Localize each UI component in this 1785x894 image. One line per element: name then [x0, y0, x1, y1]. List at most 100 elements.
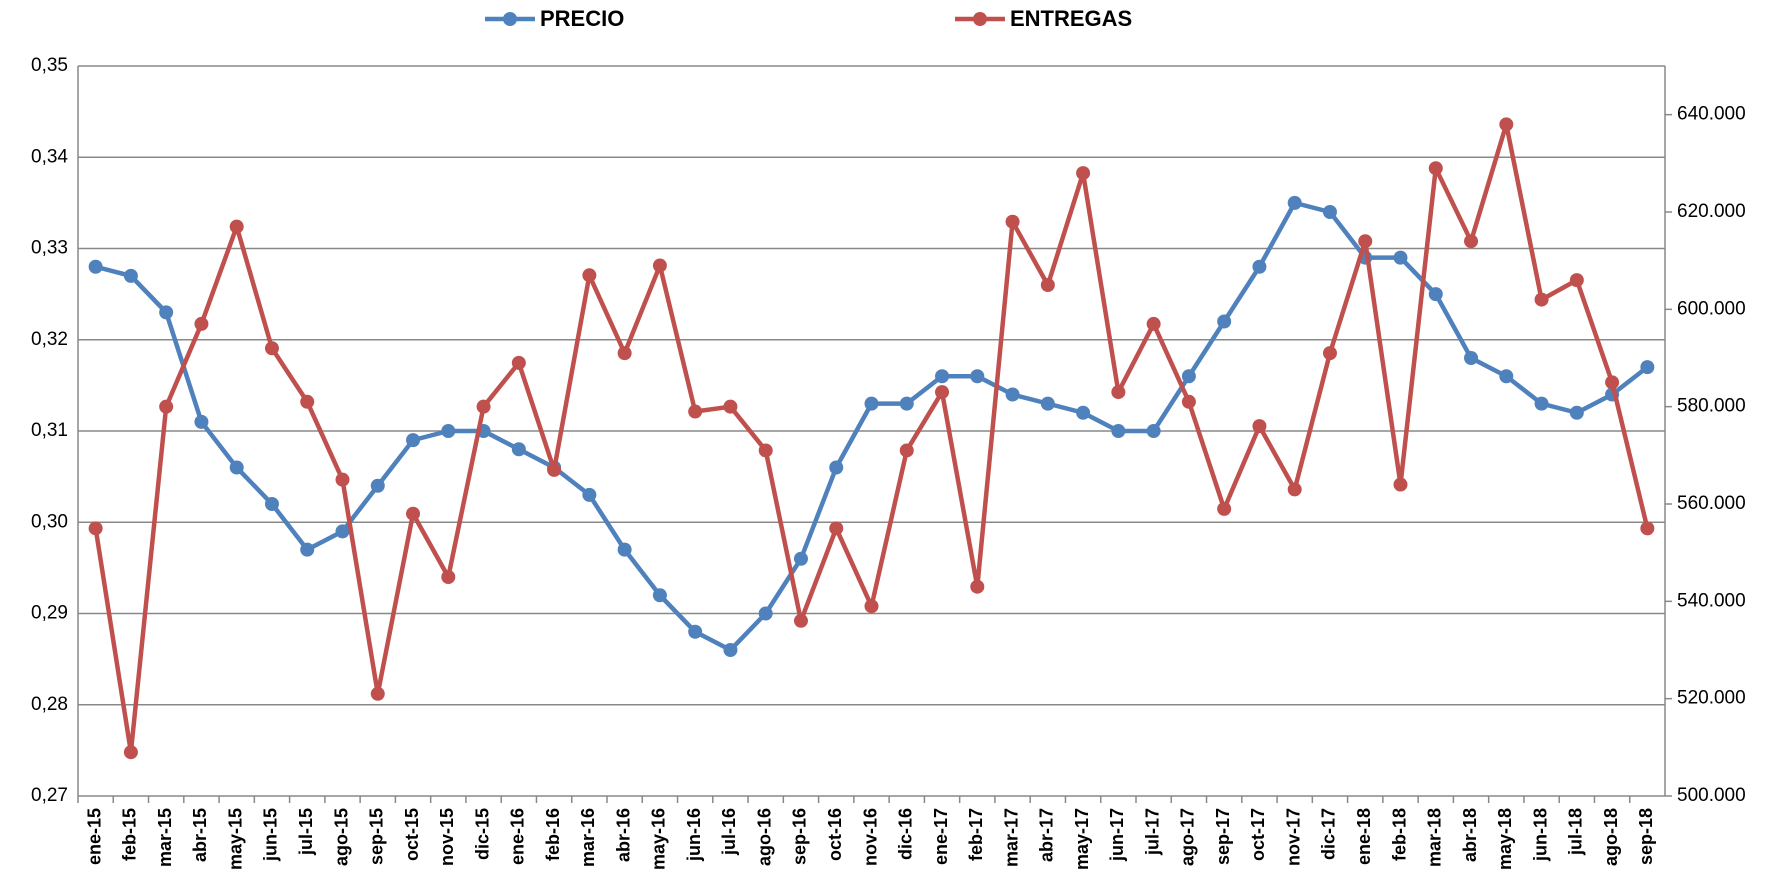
point: [1217, 501, 1232, 516]
point: [899, 443, 914, 458]
x-tick-label: dic-16: [896, 808, 916, 860]
x-tick-label: mar-17: [1001, 808, 1021, 867]
point: [1358, 234, 1373, 249]
point: [1040, 278, 1055, 292]
point: [1428, 161, 1443, 176]
point: [758, 443, 773, 458]
y2-tick-label: 580.000: [1677, 396, 1746, 417]
point: [1005, 214, 1020, 229]
x-tick-label: sep-16: [790, 808, 810, 865]
x-tick-label: ene-17: [931, 808, 951, 865]
point: [1040, 396, 1055, 411]
point: [441, 570, 456, 584]
point: [935, 369, 950, 384]
x-tick-label: jun-18: [1530, 808, 1550, 862]
x-tick-label: ene-16: [508, 808, 528, 865]
point: [688, 404, 703, 419]
point: [123, 268, 138, 283]
x-tick-label: ago-16: [754, 808, 774, 866]
point: [582, 268, 597, 283]
point: [511, 355, 526, 370]
x-tick-label: feb-18: [1389, 808, 1409, 861]
legend-label: PRECIO: [540, 6, 624, 31]
point: [758, 606, 773, 621]
point: [899, 396, 914, 411]
point: [1322, 346, 1337, 361]
point: [1111, 385, 1126, 400]
x-tick-label: jun-16: [684, 808, 704, 862]
point: [194, 316, 209, 331]
point: [1393, 250, 1408, 265]
y-tick-label: 0,28: [31, 694, 68, 715]
point: [829, 521, 844, 536]
point: [1499, 369, 1514, 384]
x-tick-label: abr-16: [613, 808, 633, 862]
x-tick-label: abr-15: [190, 808, 210, 862]
point: [123, 745, 138, 760]
x-tick-label: feb-17: [966, 808, 986, 861]
x-tick-label: nov-15: [437, 808, 457, 866]
y2-tick-label: 600.000: [1677, 298, 1746, 319]
point: [1217, 314, 1232, 329]
point: [1076, 405, 1091, 420]
point: [1076, 166, 1091, 181]
y-tick-label: 0,34: [31, 146, 68, 167]
x-tick-label: jul-17: [1142, 808, 1162, 856]
point: [1534, 396, 1549, 411]
legend-marker: [973, 12, 987, 26]
y-tick-label: 0,31: [31, 420, 68, 441]
point: [1464, 234, 1479, 249]
point: [159, 305, 174, 320]
point: [1605, 375, 1620, 390]
point: [1569, 405, 1584, 420]
x-tick-label: may-15: [225, 808, 245, 870]
x-tick-label: mar-18: [1425, 808, 1445, 867]
y-tick-label: 0,33: [31, 238, 68, 259]
point: [264, 341, 279, 356]
point: [1287, 482, 1302, 497]
point: [335, 524, 350, 539]
x-tick-label: sep-18: [1636, 808, 1656, 865]
x-tick-label: ene-18: [1354, 808, 1374, 865]
x-tick-label: jun-15: [261, 808, 281, 862]
x-tick-label: feb-16: [543, 808, 563, 861]
x-tick-label: ago-17: [1178, 808, 1198, 866]
point: [1640, 521, 1655, 536]
point: [1322, 205, 1337, 219]
x-tick-label: jun-17: [1107, 808, 1127, 862]
point: [864, 599, 879, 614]
point: [194, 414, 209, 429]
x-tick-label: may-18: [1495, 808, 1515, 870]
point: [617, 542, 632, 557]
point: [1393, 477, 1408, 492]
point: [511, 442, 526, 457]
point: [547, 462, 562, 477]
point: [617, 346, 632, 361]
y2-tick-label: 640.000: [1677, 104, 1746, 125]
x-tick-label: mar-16: [578, 808, 598, 867]
x-tick-label: nov-16: [860, 808, 880, 866]
x-tick-label: nov-17: [1283, 808, 1303, 866]
legend-label: ENTREGAS: [1010, 6, 1132, 31]
x-tick-label: ago-18: [1601, 808, 1621, 866]
y-tick-label: 0,29: [31, 603, 68, 624]
point: [582, 487, 597, 502]
y2-tick-label: 540.000: [1677, 590, 1746, 611]
y-tick-label: 0,32: [31, 329, 68, 350]
x-tick-label: dic-15: [472, 808, 492, 860]
point: [335, 472, 350, 487]
point: [723, 643, 738, 657]
x-tick-label: jul-15: [296, 808, 316, 856]
x-tick-label: jul-16: [719, 808, 739, 856]
point: [652, 258, 667, 273]
point: [1252, 259, 1267, 274]
point: [1146, 424, 1161, 438]
x-tick-label: oct-16: [825, 808, 845, 861]
point: [793, 551, 808, 566]
y2-tick-label: 620.000: [1677, 201, 1746, 222]
point: [970, 369, 985, 384]
point: [1499, 117, 1514, 132]
point: [229, 219, 244, 234]
y-tick-label: 0,27: [31, 785, 68, 806]
point: [406, 506, 421, 521]
